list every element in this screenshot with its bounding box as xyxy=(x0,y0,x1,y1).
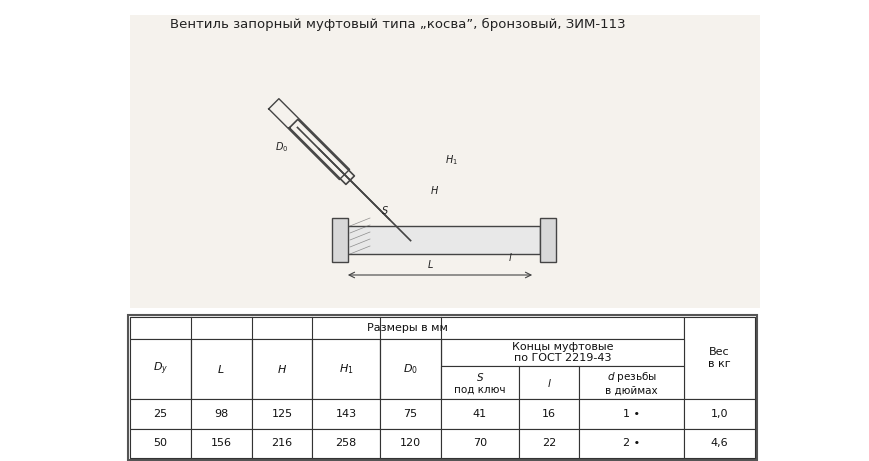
Text: $d$ резьбы
в дюймах: $d$ резьбы в дюймах xyxy=(605,370,657,396)
Bar xyxy=(579,366,683,400)
Text: 41: 41 xyxy=(472,409,486,419)
Bar xyxy=(129,339,190,400)
Bar xyxy=(441,429,518,458)
Text: 16: 16 xyxy=(541,409,555,419)
Text: 50: 50 xyxy=(153,438,167,449)
Bar xyxy=(129,15,760,308)
Text: 156: 156 xyxy=(210,438,231,449)
Bar xyxy=(518,400,579,429)
Text: 120: 120 xyxy=(400,438,421,449)
Text: $H$: $H$ xyxy=(276,363,287,375)
Text: 1,0: 1,0 xyxy=(710,409,727,419)
Text: $D_0$: $D_0$ xyxy=(275,140,289,154)
Bar xyxy=(312,339,380,400)
Text: $S$
под ключ: $S$ под ключ xyxy=(454,371,505,395)
Bar xyxy=(251,339,312,400)
Bar xyxy=(312,400,380,429)
Bar xyxy=(129,400,190,429)
Bar xyxy=(190,429,251,458)
Text: 22: 22 xyxy=(541,438,555,449)
Bar xyxy=(129,429,190,458)
Bar xyxy=(380,400,441,429)
Bar xyxy=(251,400,312,429)
Bar xyxy=(129,317,683,339)
Text: $L$: $L$ xyxy=(217,363,225,375)
Bar xyxy=(683,317,754,400)
Bar xyxy=(340,226,540,254)
Text: 25: 25 xyxy=(153,409,167,419)
Bar xyxy=(540,218,555,262)
Text: $D_0$: $D_0$ xyxy=(402,362,417,376)
Text: $l$: $l$ xyxy=(507,251,512,263)
Bar xyxy=(251,429,312,458)
Text: Размеры в мм: Размеры в мм xyxy=(366,323,447,333)
Text: $H$: $H$ xyxy=(429,184,439,196)
Bar xyxy=(518,429,579,458)
Text: 70: 70 xyxy=(472,438,486,449)
Text: 143: 143 xyxy=(335,409,356,419)
Bar xyxy=(332,218,348,262)
Bar xyxy=(129,317,754,458)
Bar xyxy=(190,400,251,429)
Bar xyxy=(579,429,683,458)
Text: 125: 125 xyxy=(271,409,292,419)
Text: Вентиль запорный муфтовый типа „косва”, бронзовый, ЗИМ-113: Вентиль запорный муфтовый типа „косва”, … xyxy=(169,18,625,31)
Text: 258: 258 xyxy=(335,438,356,449)
Text: 98: 98 xyxy=(214,409,228,419)
Text: $L$: $L$ xyxy=(426,258,433,270)
Text: 1 •: 1 • xyxy=(622,409,640,419)
Text: $l$: $l$ xyxy=(546,377,551,389)
Bar xyxy=(128,315,756,460)
Bar xyxy=(441,339,683,366)
Text: $H_1$: $H_1$ xyxy=(339,362,353,376)
Text: 2 •: 2 • xyxy=(622,438,640,449)
Bar xyxy=(190,339,251,400)
Text: 216: 216 xyxy=(271,438,292,449)
Bar xyxy=(312,429,380,458)
Text: $D_y$: $D_y$ xyxy=(153,361,168,378)
Text: 4,6: 4,6 xyxy=(710,438,727,449)
Bar xyxy=(441,366,518,400)
Bar xyxy=(518,366,579,400)
Bar xyxy=(380,429,441,458)
Text: 75: 75 xyxy=(403,409,417,419)
Bar xyxy=(683,429,754,458)
Text: $H_1$: $H_1$ xyxy=(444,153,457,167)
Text: Концы муфтовые
по ГОСТ 2219-43: Концы муфтовые по ГОСТ 2219-43 xyxy=(511,342,613,363)
Bar xyxy=(579,400,683,429)
Text: $S$: $S$ xyxy=(381,204,388,216)
Bar xyxy=(441,400,518,429)
Bar xyxy=(683,400,754,429)
Text: Вес
в кг: Вес в кг xyxy=(707,348,730,369)
Bar xyxy=(380,339,441,400)
